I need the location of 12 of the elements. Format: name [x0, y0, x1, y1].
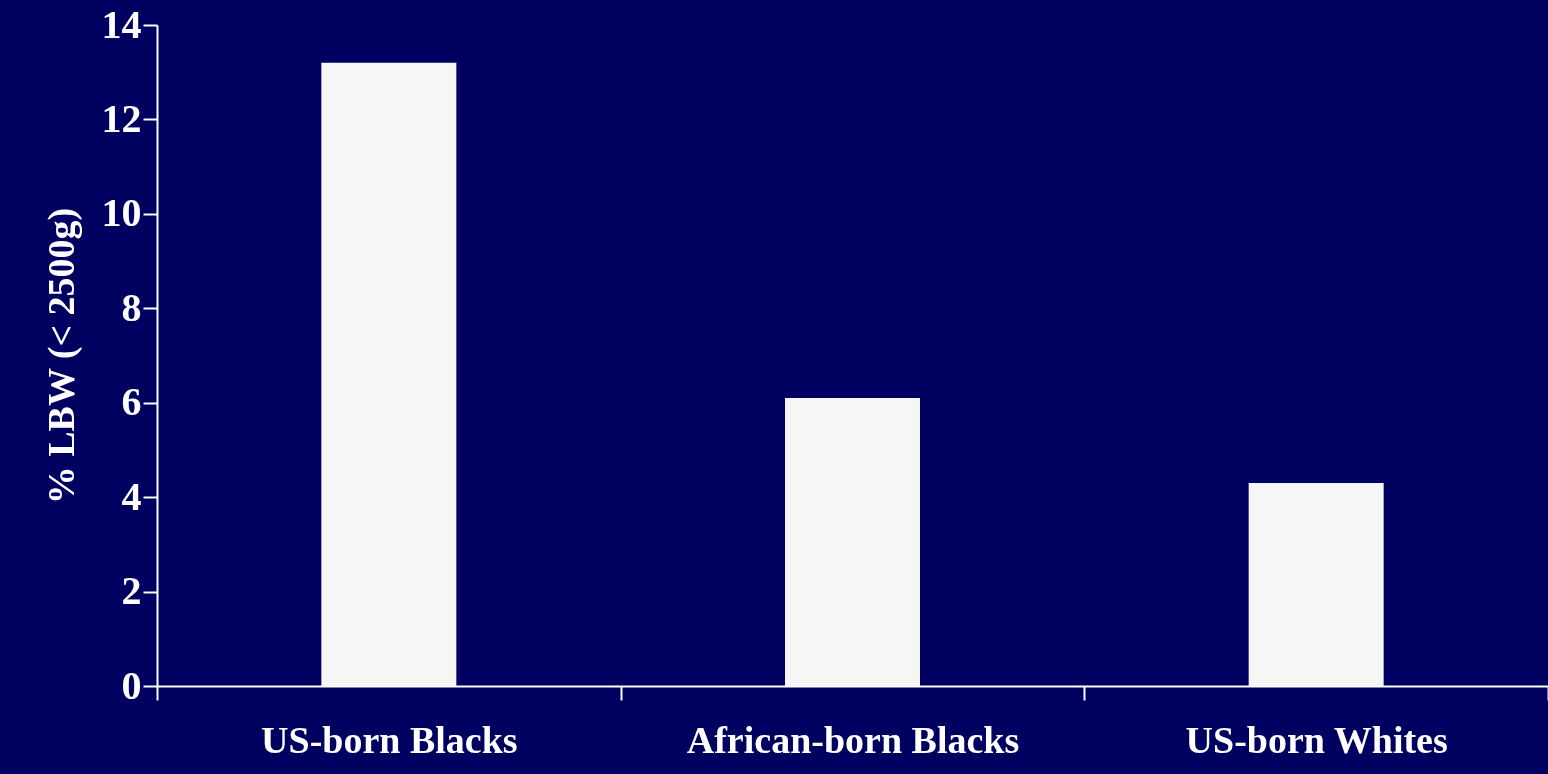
x-tick-label: African-born Blacks	[686, 718, 1020, 761]
y-tick-label: 2	[121, 568, 142, 614]
y-tick-label: 4	[121, 473, 142, 519]
y-axis-title: % LBW (< 2500g)	[39, 207, 83, 505]
y-tick-label: 0	[121, 662, 142, 708]
y-tick-label: 10	[101, 190, 142, 236]
x-tick-label: US-born Whites	[1185, 718, 1448, 761]
y-tick-label: 12	[101, 95, 142, 141]
y-tick-label: 6	[121, 379, 142, 425]
y-tick-label: 14	[101, 1, 142, 47]
x-tick-label: US-born Blacks	[261, 718, 518, 761]
y-tick-label: 8	[121, 284, 142, 330]
